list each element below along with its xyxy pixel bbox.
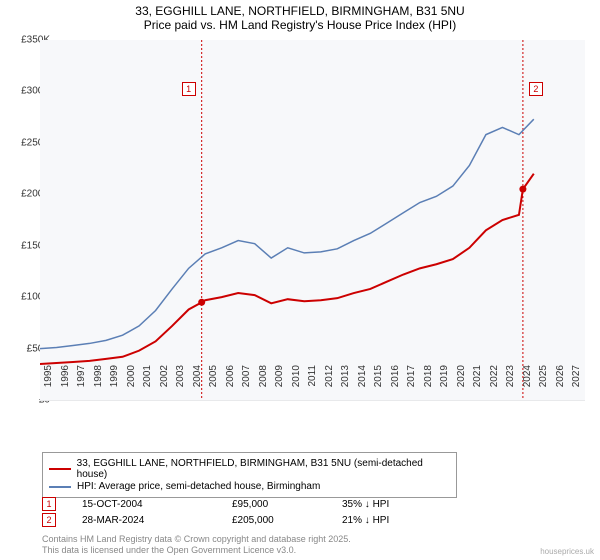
x-tick-label: 2018	[423, 365, 434, 405]
x-tick-label: 2010	[291, 365, 302, 405]
sale-delta-1: 35% ↓ HPI	[342, 499, 389, 510]
legend-swatch-hpi	[49, 486, 71, 488]
x-tick-label: 2003	[175, 365, 186, 405]
copyright: Contains HM Land Registry data © Crown c…	[42, 534, 351, 556]
x-tick-label: 2026	[555, 365, 566, 405]
chart-svg	[40, 40, 585, 400]
chart-plot-area: 12	[40, 40, 585, 400]
x-tick-label: 2024	[522, 365, 533, 405]
x-tick-label: 2017	[406, 365, 417, 405]
title-main: 33, EGGHILL LANE, NORTHFIELD, BIRMINGHAM…	[0, 4, 600, 18]
legend-label-price: 33, EGGHILL LANE, NORTHFIELD, BIRMINGHAM…	[77, 458, 450, 480]
x-tick-label: 2019	[439, 365, 450, 405]
chart-sale-badge: 2	[529, 82, 543, 96]
x-tick-label: 2007	[241, 365, 252, 405]
x-tick-label: 2013	[340, 365, 351, 405]
legend: 33, EGGHILL LANE, NORTHFIELD, BIRMINGHAM…	[42, 452, 457, 498]
sale-badge-2: 2	[42, 513, 56, 527]
x-tick-label: 2014	[357, 365, 368, 405]
legend-swatch-price	[49, 468, 71, 470]
x-tick-label: 2000	[126, 365, 137, 405]
x-tick-label: 2016	[390, 365, 401, 405]
copyright-line2: This data is licensed under the Open Gov…	[42, 545, 351, 556]
sale-price-2: £205,000	[232, 515, 342, 526]
x-tick-label: 2022	[489, 365, 500, 405]
x-tick-label: 2009	[274, 365, 285, 405]
sale-delta-2: 21% ↓ HPI	[342, 515, 389, 526]
x-tick-label: 2027	[571, 365, 582, 405]
x-tick-label: 2012	[324, 365, 335, 405]
x-tick-label: 1995	[43, 365, 54, 405]
x-tick-label: 1997	[76, 365, 87, 405]
x-tick-label: 2006	[225, 365, 236, 405]
legend-row-hpi: HPI: Average price, semi-detached house,…	[49, 481, 450, 492]
x-tick-label: 2015	[373, 365, 384, 405]
x-tick-label: 1999	[109, 365, 120, 405]
sales-table: 1 15-OCT-2004 £95,000 35% ↓ HPI 2 28-MAR…	[42, 495, 389, 529]
sale-badge-1: 1	[42, 497, 56, 511]
sale-badge-1-num: 1	[46, 499, 51, 509]
x-tick-label: 2011	[307, 365, 318, 405]
x-tick-label: 2023	[505, 365, 516, 405]
x-tick-label: 2008	[258, 365, 269, 405]
x-tick-label: 2001	[142, 365, 153, 405]
sale-date-2: 28-MAR-2024	[82, 515, 232, 526]
chart-container: 33, EGGHILL LANE, NORTHFIELD, BIRMINGHAM…	[0, 0, 600, 560]
footnote: houseprices.uk	[540, 547, 594, 556]
sale-row-1: 1 15-OCT-2004 £95,000 35% ↓ HPI	[42, 497, 389, 511]
sale-date-1: 15-OCT-2004	[82, 499, 232, 510]
copyright-line1: Contains HM Land Registry data © Crown c…	[42, 534, 351, 545]
sale-row-2: 2 28-MAR-2024 £205,000 21% ↓ HPI	[42, 513, 389, 527]
x-tick-label: 1996	[60, 365, 71, 405]
x-tick-label: 2004	[192, 365, 203, 405]
x-tick-label: 2021	[472, 365, 483, 405]
chart-titles: 33, EGGHILL LANE, NORTHFIELD, BIRMINGHAM…	[0, 0, 600, 32]
chart-sale-badge: 1	[182, 82, 196, 96]
sale-badge-2-num: 2	[46, 515, 51, 525]
x-tick-label: 2002	[159, 365, 170, 405]
x-tick-label: 2005	[208, 365, 219, 405]
x-tick-label: 2025	[538, 365, 549, 405]
x-tick-label: 1998	[93, 365, 104, 405]
sale-price-1: £95,000	[232, 499, 342, 510]
title-sub: Price paid vs. HM Land Registry's House …	[0, 18, 600, 32]
legend-label-hpi: HPI: Average price, semi-detached house,…	[77, 481, 320, 492]
legend-row-price: 33, EGGHILL LANE, NORTHFIELD, BIRMINGHAM…	[49, 458, 450, 480]
x-tick-label: 2020	[456, 365, 467, 405]
